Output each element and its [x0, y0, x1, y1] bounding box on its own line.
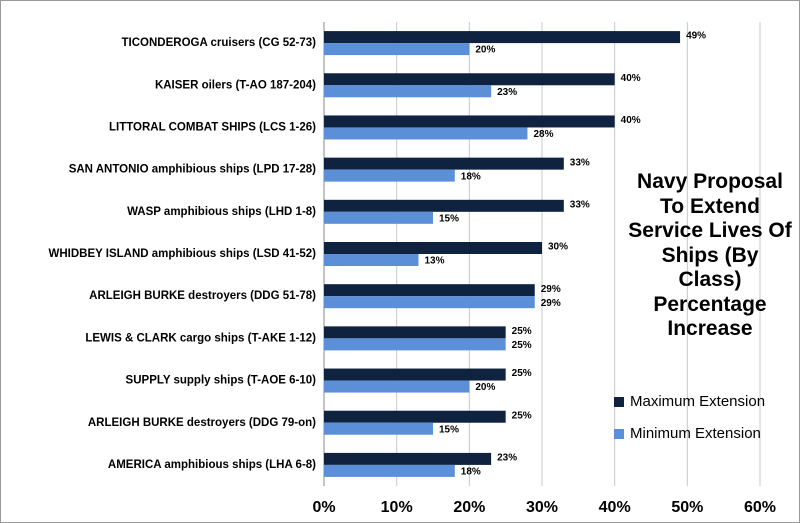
value-label: 49% — [686, 31, 706, 42]
value-label: 33% — [570, 199, 590, 210]
legend-swatch — [614, 397, 624, 407]
x-tick-label: 40% — [599, 499, 631, 516]
x-tick-label: 20% — [453, 499, 485, 516]
y-tick-label: AMERICA amphibious ships (LHA 6-8) — [108, 459, 316, 471]
value-label: 23% — [497, 453, 517, 464]
bar — [324, 85, 492, 98]
bar — [324, 169, 455, 182]
value-label: 40% — [621, 73, 641, 84]
value-label: 13% — [424, 256, 444, 267]
bar — [324, 296, 535, 309]
x-tick-label: 10% — [381, 499, 413, 516]
bar — [324, 380, 470, 393]
bar — [324, 43, 470, 56]
bar — [324, 73, 615, 86]
value-label: 15% — [439, 213, 459, 224]
bar — [324, 326, 506, 339]
value-label: 40% — [621, 115, 641, 126]
y-tick-label: TICONDEROGA cruisers (CG 52-73) — [122, 37, 317, 49]
legend-swatch — [614, 429, 624, 439]
value-label: 18% — [461, 467, 481, 478]
bar — [324, 199, 564, 212]
y-tick-label: SAN ANTONIO amphibious ships (LPD 17-28) — [69, 164, 316, 176]
bar — [324, 284, 535, 297]
bar — [324, 368, 506, 381]
chart-title: Navy Proposal To Extend Service Lives Of… — [628, 170, 792, 340]
bar — [324, 242, 542, 254]
bar — [324, 127, 528, 140]
value-label: 25% — [512, 368, 532, 379]
value-label: 30% — [548, 242, 568, 253]
value-label: 25% — [512, 410, 532, 421]
bar — [324, 452, 492, 465]
x-tick-label: 60% — [744, 499, 776, 516]
y-tick-label: ARLEIGH BURKE destroyers (DDG 51-78) — [89, 290, 316, 302]
value-label: 33% — [570, 157, 590, 168]
bar — [324, 338, 506, 351]
value-label: 18% — [461, 171, 481, 182]
value-label: 15% — [439, 424, 459, 435]
legend-label: Maximum Extension — [630, 393, 765, 410]
x-tick-label: 50% — [671, 499, 703, 516]
x-tick-label: 30% — [526, 499, 558, 516]
value-label: 25% — [512, 326, 532, 337]
y-tick-label: ARLEIGH BURKE destroyers (DDG 79-on) — [88, 417, 316, 429]
value-label: 23% — [497, 87, 517, 98]
bar — [324, 115, 615, 128]
value-label: 20% — [475, 45, 495, 56]
x-tick-label: 0% — [312, 499, 335, 516]
y-tick-label: LITTORAL COMBAT SHIPS (LCS 1-26) — [109, 121, 316, 133]
bar — [324, 31, 681, 44]
value-label: 29% — [541, 284, 561, 295]
value-label: 25% — [512, 340, 532, 351]
y-tick-label: WHIDBEY ISLAND amphibious ships (LSD 41-… — [48, 248, 316, 260]
y-tick-label: KAISER oilers (T-AO 187-204) — [155, 79, 316, 91]
value-label: 20% — [475, 382, 495, 393]
bar — [324, 410, 506, 423]
bar — [324, 464, 455, 477]
value-label: 29% — [541, 298, 561, 309]
legend-label: Minimum Extension — [630, 425, 761, 442]
y-tick-label: LEWIS & CLARK cargo ships (T-AKE 1-12) — [85, 332, 316, 344]
bar — [324, 422, 433, 435]
bar — [324, 254, 419, 266]
bar — [324, 157, 564, 170]
value-label: 28% — [533, 129, 553, 140]
y-tick-label: WASP amphibious ships (LHD 1-8) — [127, 206, 316, 218]
bar — [324, 211, 433, 224]
y-tick-label: SUPPLY supply ships (T-AOE 6-10) — [126, 375, 317, 387]
